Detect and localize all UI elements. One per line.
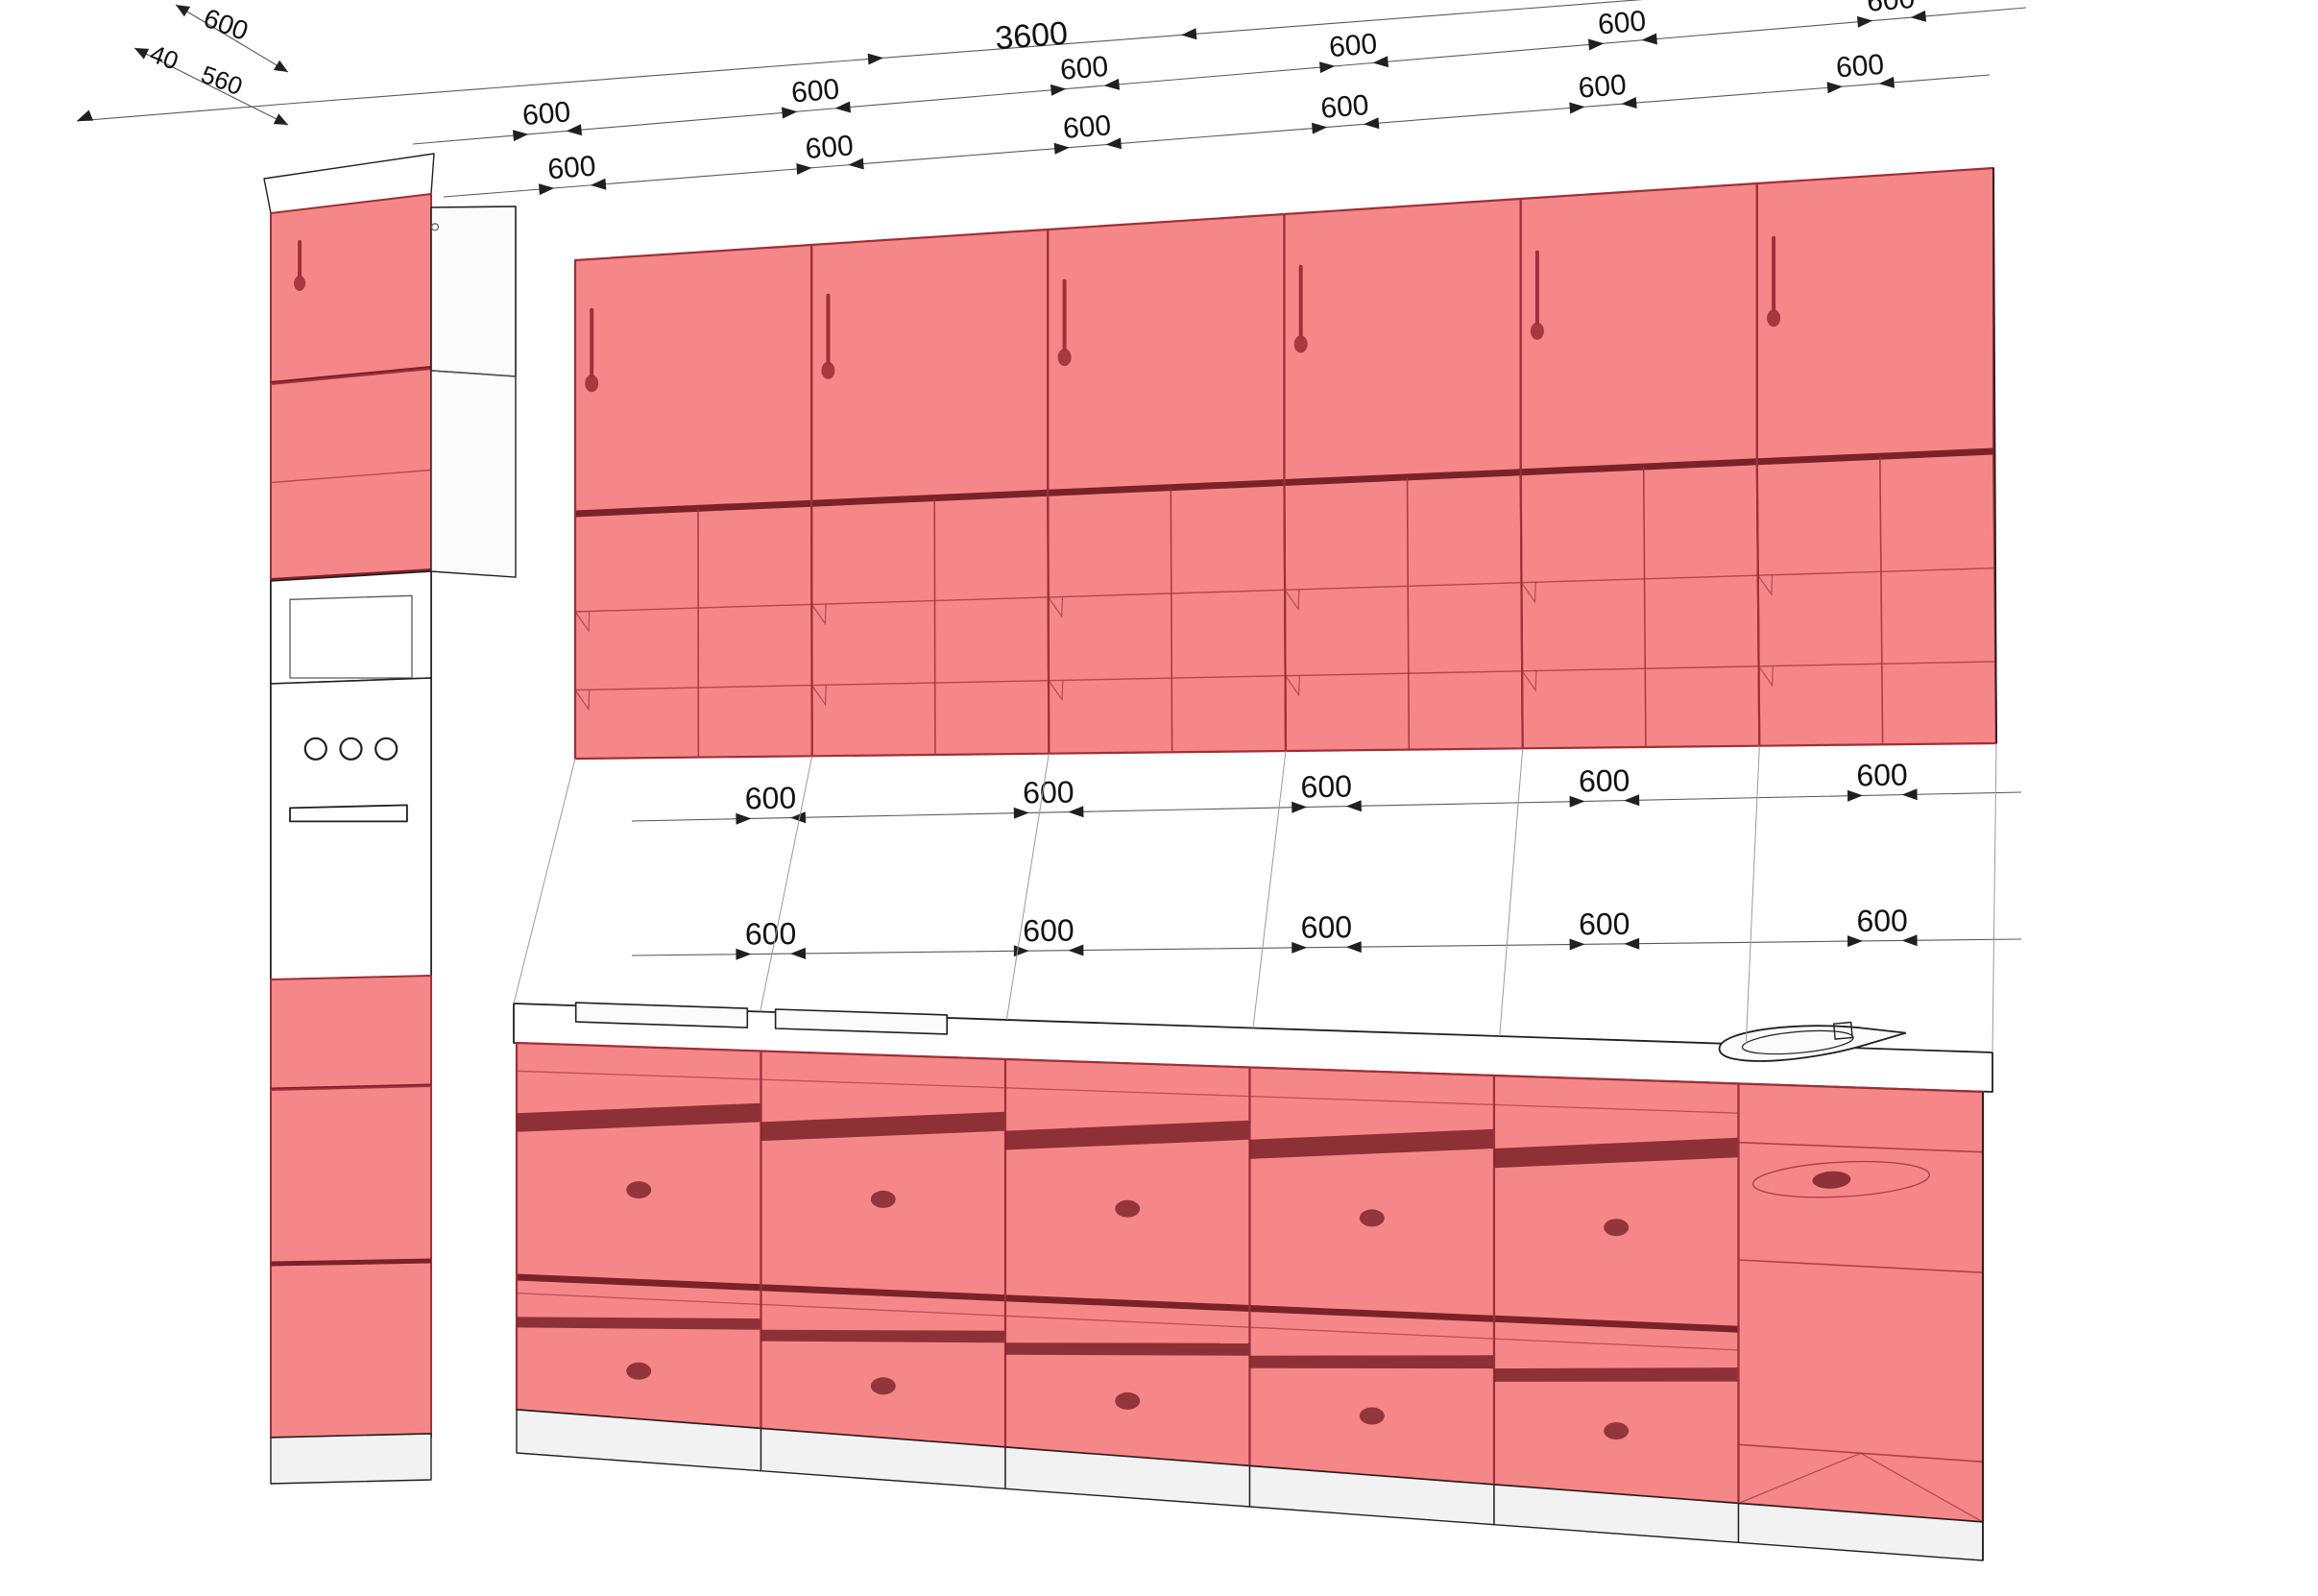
svg-text:600: 600 bbox=[1579, 907, 1630, 942]
svg-text:600: 600 bbox=[546, 151, 597, 186]
svg-text:600: 600 bbox=[745, 916, 797, 952]
svg-text:600: 600 bbox=[1328, 28, 1379, 63]
svg-text:600: 600 bbox=[1597, 5, 1648, 40]
svg-text:600: 600 bbox=[744, 780, 796, 815]
svg-text:600: 600 bbox=[1023, 913, 1074, 949]
svg-text:600: 600 bbox=[1579, 762, 1630, 798]
svg-text:600: 600 bbox=[805, 130, 856, 165]
svg-text:600: 600 bbox=[1319, 89, 1370, 125]
svg-text:600: 600 bbox=[790, 73, 841, 109]
svg-text:600: 600 bbox=[1059, 51, 1110, 86]
svg-text:600: 600 bbox=[1062, 109, 1113, 145]
svg-text:600: 600 bbox=[1300, 909, 1352, 945]
svg-text:600: 600 bbox=[1856, 903, 1908, 938]
svg-text:600: 600 bbox=[521, 96, 572, 132]
svg-text:600: 600 bbox=[1023, 774, 1074, 810]
svg-text:600: 600 bbox=[1835, 49, 1886, 85]
svg-text:600: 600 bbox=[1300, 768, 1352, 804]
svg-text:600: 600 bbox=[1856, 757, 1908, 792]
svg-text:3600: 3600 bbox=[994, 15, 1069, 58]
svg-text:600: 600 bbox=[1578, 69, 1629, 105]
